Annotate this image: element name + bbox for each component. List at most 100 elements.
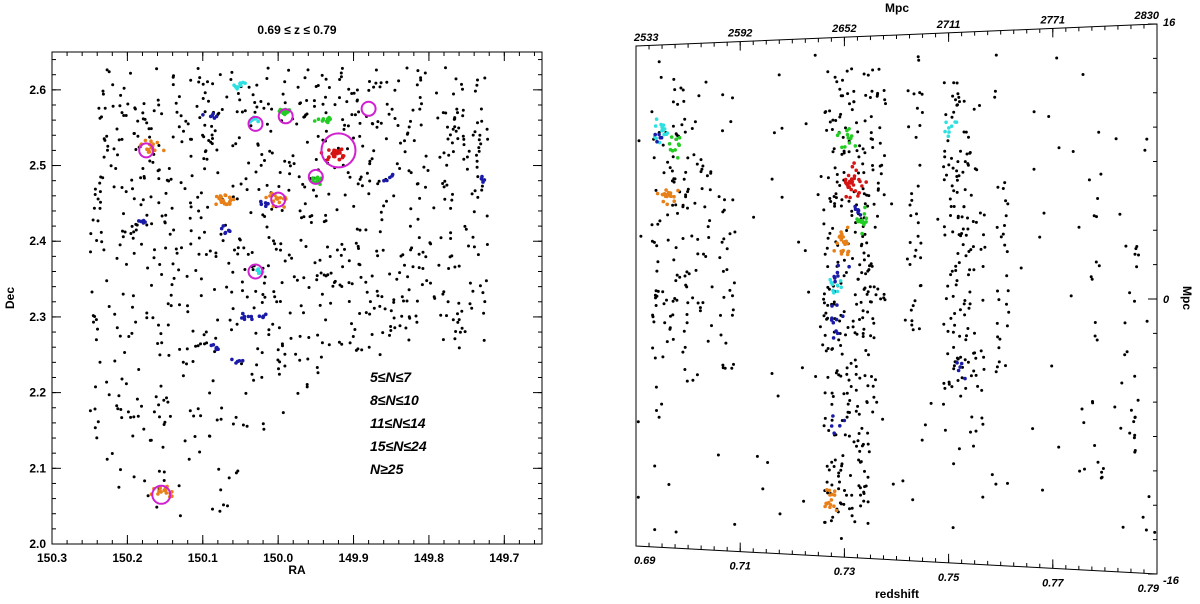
- galaxy-point: [433, 296, 437, 300]
- galaxy-point: [837, 338, 841, 342]
- galaxy-point: [973, 331, 976, 335]
- galaxy-point: [856, 277, 860, 281]
- galaxy-point: [1006, 481, 1009, 485]
- galaxy-point: [825, 480, 829, 484]
- galaxy-point: [656, 222, 660, 226]
- group-member-point: [851, 183, 856, 187]
- galaxy-point: [201, 97, 205, 100]
- galaxy-point: [209, 140, 213, 144]
- galaxy-point: [958, 308, 962, 312]
- galaxy-point: [206, 80, 209, 84]
- galaxy-point: [830, 483, 834, 487]
- galaxy-point: [865, 241, 869, 245]
- galaxy-point: [314, 194, 318, 198]
- galaxy-point: [329, 301, 333, 305]
- group-member-point: [836, 263, 840, 268]
- galaxy-point: [1031, 427, 1035, 431]
- group-member-point: [231, 197, 236, 202]
- galaxy-point: [961, 170, 965, 174]
- galaxy-point: [443, 179, 447, 183]
- cone-groups: [652, 117, 967, 513]
- galaxy-point: [823, 416, 827, 420]
- galaxy-point: [952, 345, 956, 349]
- galaxy-point: [438, 155, 442, 159]
- galaxy-point: [964, 130, 968, 134]
- galaxy-point: [269, 129, 273, 133]
- galaxy-point: [368, 162, 372, 166]
- group-member-point: [655, 191, 660, 196]
- sky-map-circles: [138, 100, 377, 505]
- galaxy-point: [833, 458, 837, 462]
- galaxy-point: [411, 108, 415, 112]
- galaxy-point: [316, 333, 320, 337]
- group-member-point: [255, 268, 259, 273]
- galaxy-point: [916, 55, 920, 59]
- galaxy-point: [731, 198, 735, 202]
- galaxy-point: [719, 333, 723, 337]
- galaxy-point: [903, 318, 907, 322]
- galaxy-point: [151, 160, 155, 164]
- galaxy-point: [218, 509, 222, 513]
- galaxy-point: [847, 199, 851, 203]
- galaxy-point: [673, 88, 677, 92]
- galaxy-point: [158, 415, 161, 419]
- galaxy-point: [99, 200, 102, 204]
- galaxy-point: [1006, 202, 1010, 206]
- galaxy-point: [675, 298, 679, 302]
- group-member-point: [221, 224, 226, 228]
- galaxy-point: [1005, 250, 1009, 254]
- galaxy-point: [141, 111, 145, 115]
- galaxy-point: [861, 316, 865, 320]
- galaxy-point: [1004, 364, 1007, 368]
- galaxy-point: [261, 422, 265, 426]
- sky-x-tick-label: 149.7: [489, 551, 519, 565]
- galaxy-point: [946, 284, 950, 288]
- galaxy-point: [681, 237, 685, 240]
- sky-y-tick-label: 2.3: [29, 310, 46, 324]
- galaxy-point: [699, 170, 703, 174]
- galaxy-point: [145, 223, 149, 227]
- galaxy-point: [419, 76, 423, 80]
- galaxy-point: [99, 175, 103, 179]
- galaxy-point: [830, 460, 834, 464]
- galaxy-point: [1057, 445, 1061, 449]
- galaxy-point: [429, 281, 432, 285]
- galaxy-point: [381, 248, 385, 252]
- galaxy-point: [129, 415, 133, 419]
- galaxy-point: [172, 74, 175, 78]
- sky-y-tick-label: 2.1: [29, 461, 46, 475]
- galaxy-point: [661, 290, 665, 294]
- galaxy-point: [450, 198, 454, 202]
- galaxy-point: [832, 147, 836, 151]
- galaxy-point: [866, 310, 870, 314]
- galaxy-point: [1136, 398, 1140, 402]
- galaxy-point: [671, 203, 675, 207]
- group-member-point: [831, 414, 835, 418]
- group-member-point: [959, 361, 964, 366]
- galaxy-point: [865, 400, 869, 404]
- galaxy-point: [866, 204, 870, 208]
- galaxy-point: [213, 288, 216, 291]
- group-member-point: [856, 210, 860, 215]
- galaxy-point: [755, 454, 759, 458]
- galaxy-point: [102, 248, 106, 252]
- galaxy-point: [690, 127, 694, 130]
- galaxy-point: [1005, 324, 1009, 328]
- galaxy-point: [943, 428, 947, 432]
- galaxy-point: [995, 365, 999, 369]
- galaxy-point: [157, 403, 161, 407]
- galaxy-point: [194, 269, 198, 272]
- galaxy-point: [352, 136, 355, 140]
- galaxy-point: [155, 67, 159, 71]
- galaxy-point: [415, 320, 419, 324]
- group-member-point: [832, 504, 836, 509]
- galaxy-point: [156, 98, 160, 102]
- galaxy-point: [963, 160, 967, 164]
- galaxy-point: [858, 449, 862, 453]
- galaxy-point: [229, 78, 233, 81]
- galaxy-point: [467, 244, 470, 248]
- galaxy-point: [916, 184, 920, 188]
- galaxy-point: [721, 93, 725, 97]
